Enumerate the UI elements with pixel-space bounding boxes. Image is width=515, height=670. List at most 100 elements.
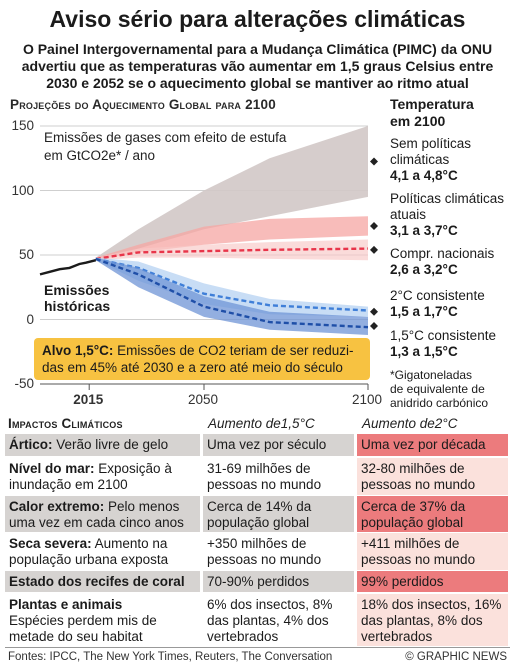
impact-desc: Pelo menos uma vez em cada cinco anos <box>9 499 184 530</box>
impact-desc: Exposição à inundação em 2100 <box>9 461 172 492</box>
impact-key: Estado dos recifes de coral <box>9 574 185 589</box>
scenario-label-no-policy: Sem políticas climáticas 4,1 a 4,8°C <box>390 136 471 184</box>
impact-key: Calor extremo: <box>9 499 105 514</box>
scenario-label-pledges: Compr. nacionais 2,6 a 3,2°C <box>390 246 494 278</box>
target-line1: Emissões de CO2 teriam de ser reduzi- <box>113 343 354 358</box>
target-box: Alvo 1,5°C: Emissões de CO2 teriam de se… <box>34 338 370 380</box>
impacts-col-1-5c: Aumento de1,5°C <box>208 416 315 431</box>
impact-topic: Estado dos recifes de coral <box>5 571 200 592</box>
scenario-label-2c: 2°C consistente 1,5 a 1,7°C <box>390 288 485 320</box>
y-tick-label: 150 <box>11 118 34 133</box>
impact-value-2c: Uma vez por década <box>357 434 508 456</box>
scenario-end-marker <box>370 321 378 330</box>
footnote-line: anidrido carbónico <box>390 396 489 410</box>
impact-value-2c: 18% dos insectos, 16% das plantas, 8% do… <box>357 594 508 646</box>
scenario-name: atuais <box>390 207 427 222</box>
scenario-band <box>95 257 369 335</box>
historic-emissions-line <box>39 259 97 276</box>
impact-topic: Nível do mar: Exposição à inundação em 2… <box>5 458 200 495</box>
impacts-title: Impactos Climáticos <box>8 416 123 431</box>
impact-key: Nível do mar: <box>9 461 95 476</box>
impact-key: Seca severa: <box>9 536 92 551</box>
footer-rule <box>5 647 510 648</box>
impact-key: Plantas e animais <box>9 597 123 612</box>
subtitle-line: O Painel Intergovernamental para a Mudan… <box>22 41 493 57</box>
scenario-name: climáticas <box>390 152 450 167</box>
emissions-chart <box>39 125 378 390</box>
impact-value-1-5c: 70-90% perdidos <box>203 571 354 592</box>
impact-row: Nível do mar: Exposição à inundação em 2… <box>5 458 510 495</box>
impact-value-2c: +411 milhões de pessoas no mundo <box>357 533 508 570</box>
scenario-end-marker <box>370 157 378 166</box>
scenario-range: 3,1 a 3,7°C <box>390 223 458 238</box>
target-line2: das em 45% até 2030 e a zero até meio do… <box>42 360 343 375</box>
page-title: Aviso sério para alterações climáticas <box>49 6 466 32</box>
target-lead: Alvo 1,5°C: <box>42 343 114 358</box>
impact-value-2c: 99% perdidos <box>357 571 508 592</box>
y-tick-label: 0 <box>26 311 34 327</box>
impact-value-1-5c: Cerca de 14% da população global <box>203 496 354 532</box>
impacts-col-2c: Aumento de2°C <box>362 416 458 431</box>
impact-value-2c: Cerca de 37% da população global <box>357 496 508 532</box>
impact-desc: Espécies perdem mis de metade do seu hab… <box>9 613 157 644</box>
scenario-band <box>95 257 369 317</box>
impact-row: Calor extremo: Pelo menos uma vez em cad… <box>5 496 510 532</box>
scenario-name: 2°C consistente <box>390 288 485 303</box>
subtitle-line: advertiu que as temperaturas vão aumenta… <box>21 58 494 74</box>
historic-label-line: históricas <box>44 298 111 314</box>
impact-value-1-5c: +350 milhões de pessoas no mundo <box>207 536 322 567</box>
impact-value-2c: 32-80 milhões de pessoas no mundo <box>357 458 508 495</box>
impact-row: Ártico: Verão livre de gelo Uma vez por … <box>5 434 510 456</box>
scenario-name: Sem políticas <box>390 136 472 151</box>
historic-label: Emissões históricas <box>44 282 110 314</box>
y-tick-label: 50 <box>18 247 34 262</box>
impact-value-1-5c: 6% dos insectos, 8% das plantas, 4% dos … <box>207 597 333 644</box>
scenario-range: 4,1 a 4,8°C <box>390 168 458 183</box>
y-tick-label: -50 <box>14 376 34 391</box>
temperature-header-line: Temperatura <box>390 96 474 112</box>
y-tick-label: 100 <box>11 182 34 198</box>
scenario-median-line <box>95 247 369 261</box>
scenario-range: 2,6 a 3,2°C <box>390 262 458 277</box>
scenario-band <box>95 126 369 261</box>
x-tick-label: 2015 <box>73 392 104 407</box>
scenario-label-1-5c: 1,5°C consistente 1,3 a 1,5°C <box>390 328 496 360</box>
impact-value-1-5c: 31-69 milhões de pessoas no mundo <box>207 461 322 492</box>
impact-row: Estado dos recifes de coral 70-90% perdi… <box>5 571 510 592</box>
x-tick-label: 2050 <box>188 392 219 407</box>
footnote-line: *Gigatoneladas <box>390 368 473 382</box>
subtitle-line: 2030 e 2052 se o aquecimento global se m… <box>46 75 469 91</box>
x-tick-label: 2100 <box>352 392 383 407</box>
footnote-line: de equivalente de <box>390 382 485 396</box>
scenario-range: 1,5 a 1,7°C <box>390 304 458 319</box>
scenario-name: 1,5°C consistente <box>390 328 496 343</box>
impact-topic: Ártico: Verão livre de gelo <box>5 434 200 456</box>
page-subtitle: O Painel Intergovernamental para a Mudan… <box>6 41 509 92</box>
footnote: *Gigatoneladas de equivalente de anidrid… <box>390 368 512 410</box>
temperature-header-line: em 2100 <box>390 113 446 129</box>
emissions-note-line: Emissões de gases com efeito de estufa <box>44 130 287 145</box>
scenario-end-marker <box>370 221 378 230</box>
chart-title: Projeções do Aquecimento Global para 210… <box>10 97 276 112</box>
scenario-name: Compr. nacionais <box>390 246 495 261</box>
historic-label-line: Emissões <box>44 282 110 298</box>
impact-topic: Plantas e animais Espécies perdem mis de … <box>5 594 200 646</box>
scenario-label-current-policy: Políticas climáticas atuais 3,1 a 3,7°C <box>390 191 504 239</box>
scenario-name: Políticas climáticas <box>390 191 505 206</box>
impact-desc: Verão livre de gelo <box>52 437 169 452</box>
credit: © GRAPHIC NEWS <box>405 651 507 663</box>
scenario-end-marker <box>370 307 378 316</box>
impact-value-1-5c: Uma vez por século <box>203 434 354 456</box>
impact-desc: Aumento na população urbana exposta <box>9 536 169 567</box>
impact-row: Plantas e animais Espécies perdem mis de … <box>5 594 510 646</box>
scenario-median-line <box>95 257 369 312</box>
scenario-range: 1,3 a 1,5°C <box>390 344 458 359</box>
impact-row: Seca severa: Aumento na população urbana… <box>5 533 510 570</box>
scenario-median-line <box>95 257 369 329</box>
impact-topic: Calor extremo: Pelo menos uma vez em cad… <box>5 496 200 532</box>
impact-key: Ártico: <box>9 437 53 452</box>
emissions-note: Emissões de gases com efeito de estufa e… <box>44 129 286 165</box>
impact-topic: Seca severa: Aumento na população urbana… <box>5 533 200 570</box>
scenario-end-marker <box>370 245 378 254</box>
temperature-header: Temperatura em 2100 <box>390 96 474 130</box>
